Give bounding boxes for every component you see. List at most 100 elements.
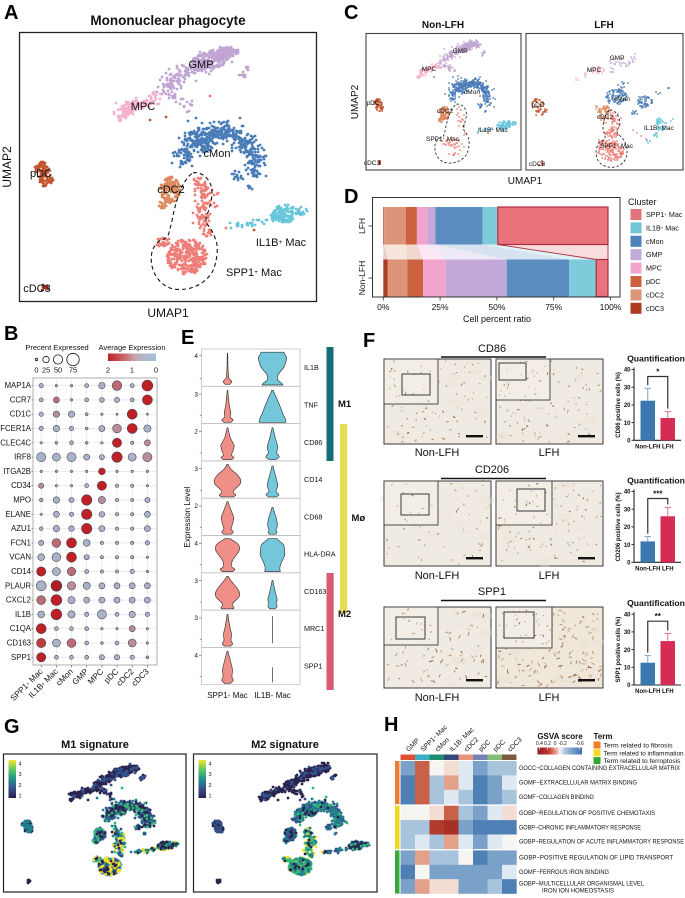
- svg-text:PLAUR: PLAUR: [5, 581, 31, 590]
- svg-text:IRON ION HOMEOSTASIS: IRON ION HOMEOSTASIS: [542, 887, 614, 894]
- svg-text:cDC2: cDC2: [646, 290, 664, 299]
- svg-text:25%: 25%: [432, 302, 449, 312]
- svg-text:SPP1+ Mac: SPP1+ Mac: [646, 210, 683, 219]
- svg-text:GOBP−REGULATION OF ACUTE INFLA: GOBP−REGULATION OF ACUTE INFLAMMATORY RE…: [519, 839, 684, 846]
- svg-text:IL1B+ Mac: IL1B+ Mac: [644, 125, 674, 132]
- svg-text:LFH: LFH: [539, 447, 560, 459]
- svg-text:0.2: 0.2: [544, 741, 551, 747]
- svg-text:GMP: GMP: [405, 737, 421, 753]
- svg-text:CCR7: CCR7: [10, 395, 31, 404]
- svg-text:SPP1+ Mac: SPP1+ Mac: [226, 267, 282, 279]
- svg-text:UMAP2: UMAP2: [0, 146, 14, 188]
- svg-text:LFH: LFH: [594, 20, 613, 31]
- svg-text:M1 signature: M1 signature: [61, 739, 129, 751]
- svg-text:SPP1+ Mac: SPP1+ Mac: [207, 691, 248, 700]
- svg-text:AZU1: AZU1: [11, 524, 31, 533]
- svg-text:Cell percent ratio: Cell percent ratio: [463, 314, 531, 324]
- svg-text:GOMF−COLLAGEN BINDING: GOMF−COLLAGEN BINDING: [519, 794, 594, 801]
- svg-text:0: 0: [34, 366, 38, 375]
- svg-text:IRF8: IRF8: [14, 453, 31, 462]
- svg-text:-0.6: -0.6: [575, 741, 584, 747]
- svg-text:Non-LFH: Non-LFH: [422, 20, 464, 31]
- svg-text:GMP: GMP: [646, 250, 663, 259]
- svg-text:2: 2: [209, 783, 212, 789]
- svg-text:4: 4: [19, 762, 22, 768]
- svg-text:CLEC4C: CLEC4C: [0, 438, 31, 447]
- svg-text:4: 4: [209, 762, 212, 768]
- svg-text:GOBP−POSITIVE REGULATION OF LI: GOBP−POSITIVE REGULATION OF LIPID TRANSP…: [519, 855, 673, 862]
- svg-text:SPP1: SPP1: [478, 586, 506, 598]
- svg-text:Term related to fibrosis: Term related to fibrosis: [604, 743, 674, 750]
- svg-text:IL1B: IL1B: [15, 610, 31, 619]
- svg-text:IL1B+ Mac: IL1B+ Mac: [256, 237, 307, 249]
- svg-text:LFH: LFH: [662, 689, 674, 695]
- svg-text:Term: Term: [594, 732, 613, 741]
- svg-text:Mø: Mø: [352, 513, 366, 524]
- svg-text:CD206: CD206: [475, 464, 509, 476]
- svg-text:4: 4: [194, 541, 198, 548]
- svg-text:10: 10: [624, 421, 631, 427]
- svg-text:40: 40: [624, 368, 631, 374]
- svg-text:Term related to inflammation: Term related to inflammation: [604, 750, 684, 757]
- svg-text:ITGA2B: ITGA2B: [3, 467, 31, 476]
- svg-text:cDC3: cDC3: [529, 161, 546, 168]
- svg-text:0%: 0%: [377, 302, 390, 312]
- svg-text:Term related to ferroptosis: Term related to ferroptosis: [604, 758, 682, 765]
- svg-text:10: 10: [624, 543, 631, 549]
- svg-text:3: 3: [194, 466, 198, 473]
- svg-text:UMAP1: UMAP1: [147, 306, 189, 320]
- svg-text:20: 20: [624, 648, 631, 654]
- svg-text:HLA-DRA: HLA-DRA: [304, 550, 336, 559]
- svg-text:CD14: CD14: [11, 567, 32, 576]
- svg-text:GMP: GMP: [453, 48, 468, 55]
- svg-text:0.4: 0.4: [536, 741, 543, 747]
- svg-text:Non-LFH: Non-LFH: [357, 261, 367, 295]
- svg-text:Average Expression: Average Expression: [99, 343, 166, 352]
- svg-text:0: 0: [554, 741, 557, 747]
- svg-text:MPC: MPC: [422, 66, 437, 73]
- svg-text:pDC: pDC: [492, 739, 507, 754]
- svg-text:0: 0: [154, 366, 158, 375]
- svg-text:SPP1 positive cells (%): SPP1 positive cells (%): [616, 617, 622, 683]
- svg-text:ELANE: ELANE: [5, 510, 31, 519]
- svg-text:IL1B+ Mac: IL1B+ Mac: [478, 127, 508, 134]
- svg-text:GSVA score: GSVA score: [537, 732, 583, 741]
- svg-text:GMP: GMP: [188, 59, 213, 71]
- svg-text:GOMF−EXTRACELLULAR MATRIX BIND: GOMF−EXTRACELLULAR MATRIX BINDING: [519, 780, 637, 787]
- svg-text:pDC: pDC: [366, 100, 379, 107]
- svg-text:cMon: cMon: [646, 237, 664, 246]
- svg-text:FCN1: FCN1: [11, 538, 31, 547]
- svg-text:1: 1: [19, 794, 22, 800]
- svg-text:0: 0: [627, 561, 631, 567]
- svg-text:cMon: cMon: [434, 737, 451, 754]
- svg-text:Expression Level: Expression Level: [183, 486, 192, 547]
- svg-text:20: 20: [624, 403, 631, 409]
- svg-text:cMon: cMon: [204, 148, 231, 160]
- svg-text:CXCL2: CXCL2: [6, 596, 31, 605]
- svg-text:UMAP2: UMAP2: [350, 84, 361, 119]
- svg-text:VCAN: VCAN: [9, 553, 31, 562]
- svg-text:4: 4: [194, 652, 198, 659]
- svg-text:30: 30: [624, 630, 631, 636]
- svg-text:10: 10: [624, 666, 631, 672]
- svg-text:50%: 50%: [488, 302, 505, 312]
- svg-text:40: 40: [624, 490, 631, 496]
- svg-text:IL1B+ Mac: IL1B+ Mac: [254, 691, 291, 700]
- svg-text:LFH: LFH: [539, 570, 560, 582]
- svg-text:30: 30: [624, 507, 631, 513]
- svg-text:Non-LFH: Non-LFH: [635, 689, 660, 695]
- svg-text:Quantification: Quantification: [627, 354, 685, 364]
- svg-text:C1QA: C1QA: [10, 624, 32, 633]
- svg-text:GOBP−CHRONIC INFLAMMATORY RESP: GOBP−CHRONIC INFLAMMATORY RESPONSE: [519, 824, 641, 831]
- svg-text:SPP1: SPP1: [304, 662, 322, 671]
- svg-text:2: 2: [106, 366, 110, 375]
- svg-text:3: 3: [194, 615, 198, 622]
- svg-text:Non-LFH: Non-LFH: [415, 692, 460, 704]
- svg-text:CD86: CD86: [304, 438, 322, 447]
- svg-text:LFH: LFH: [357, 218, 367, 234]
- svg-text:CD68: CD68: [304, 512, 322, 521]
- svg-text:MAP1A: MAP1A: [5, 381, 32, 390]
- svg-text:1: 1: [130, 366, 134, 375]
- svg-text:3: 3: [19, 772, 22, 778]
- svg-text:cDC2: cDC2: [157, 184, 185, 196]
